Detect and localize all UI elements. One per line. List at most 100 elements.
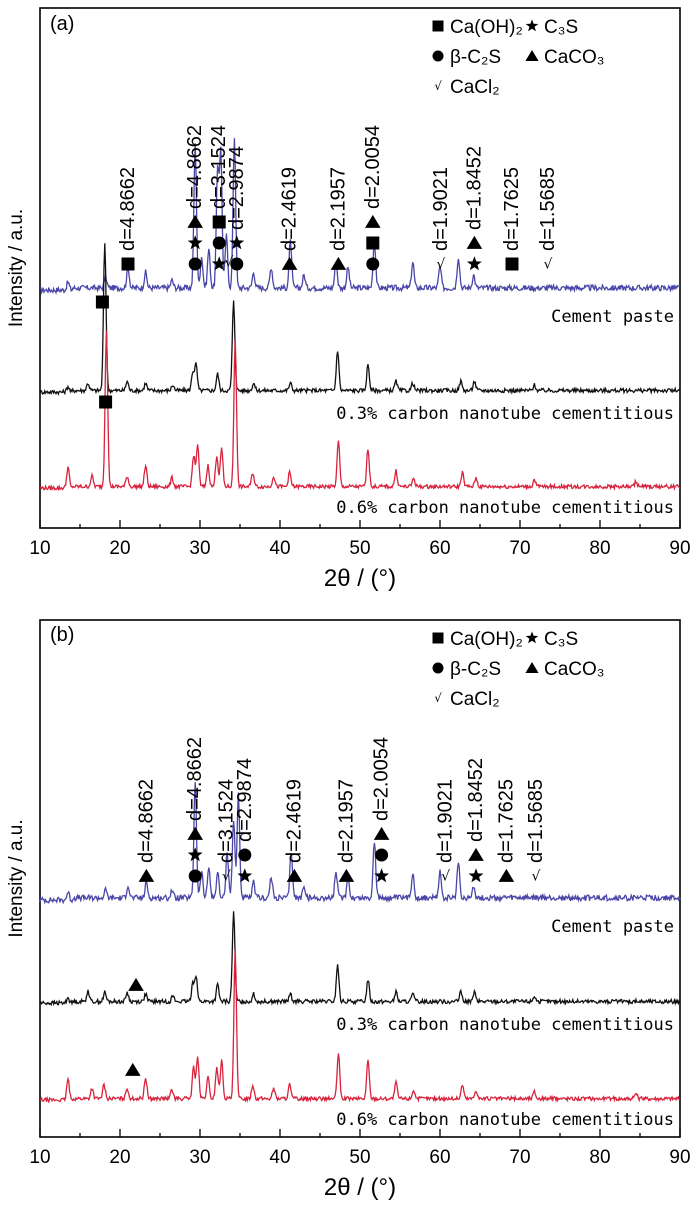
star-marker xyxy=(187,847,203,862)
triangle-marker xyxy=(468,847,484,861)
d-spacing-label: d=1.8452 xyxy=(463,146,485,230)
plot-frame xyxy=(39,619,681,1138)
d-spacing-label: d=4.8662 xyxy=(135,779,157,863)
triangle-marker xyxy=(286,868,303,882)
x-tick-label: 90 xyxy=(669,538,690,559)
x-tick-label: 40 xyxy=(269,538,290,559)
x-tick-label: 10 xyxy=(29,1147,50,1168)
circle-legend-icon xyxy=(432,662,444,674)
series-line xyxy=(39,911,681,1007)
triangle-marker xyxy=(330,256,347,270)
square-marker xyxy=(121,257,135,271)
square-marker xyxy=(95,295,109,309)
x-tick-label: 50 xyxy=(349,1147,370,1168)
square-legend-icon xyxy=(432,20,444,32)
x-tick-label: 20 xyxy=(109,538,130,559)
check-marker: √ xyxy=(441,869,450,885)
x-tick-label: 10 xyxy=(29,538,50,559)
triangle-marker xyxy=(281,256,298,270)
series-line xyxy=(39,330,681,492)
d-spacing-label: d=1.7625 xyxy=(495,779,517,863)
check-legend-icon: √ xyxy=(434,79,442,93)
plot-frame xyxy=(39,7,681,529)
x-tick-label: 60 xyxy=(429,1147,450,1168)
x-tick-label: 60 xyxy=(429,538,450,559)
legend: Ca(OH)₂ C₃S β-C₂S CaCO₃ √ CaCl₂ xyxy=(432,629,605,710)
triangle-marker xyxy=(466,235,483,249)
triangle-legend-icon xyxy=(525,49,539,61)
d-spacing-label: d=1.9021 xyxy=(430,167,452,251)
d-spacing-label: d=4.8662 xyxy=(184,737,206,821)
y-axis-title: Intensity / a.u. xyxy=(6,819,27,937)
circle-marker xyxy=(188,257,202,271)
star-legend-icon xyxy=(525,631,539,644)
y-axis-title: Intensity / a.u. xyxy=(6,209,27,327)
check-legend-icon: √ xyxy=(434,691,442,705)
d-spacing-label: d=1.5685 xyxy=(525,779,547,863)
triangle-marker xyxy=(498,868,515,882)
triangle-marker xyxy=(373,826,390,840)
d-spacing-label: d=1.5685 xyxy=(537,167,559,251)
circle-marker xyxy=(238,848,252,862)
x-tick-label: 90 xyxy=(669,1147,690,1168)
legend-label: CaCl₂ xyxy=(450,689,500,710)
d-spacing-label: d=2.4619 xyxy=(279,167,301,251)
circle-marker xyxy=(375,848,389,862)
series-label: 0.3% carbon nanotube cementitious xyxy=(336,1015,674,1035)
circle-marker xyxy=(188,869,202,883)
d-spacing-label: d=2.1957 xyxy=(335,779,357,863)
d-spacing-label: d=2.4619 xyxy=(283,779,305,863)
square-marker xyxy=(212,215,226,229)
d-spacing-label: d=2.0054 xyxy=(362,125,384,209)
circle-legend-icon xyxy=(432,50,444,62)
x-tick-label: 30 xyxy=(189,538,210,559)
x-tick-label: 30 xyxy=(189,1147,210,1168)
legend-label: Ca(OH)₂ xyxy=(450,629,523,650)
triangle-marker xyxy=(187,826,203,840)
star-marker xyxy=(229,235,245,250)
star-marker xyxy=(468,868,484,883)
triangle-marker xyxy=(365,214,381,228)
legend: Ca(OH)₂ C₃S β-C₂S CaCO₃ √ CaCl₂ xyxy=(432,17,605,98)
x-axis-title: 2θ / (°) xyxy=(324,565,396,592)
legend-label: Ca(OH)₂ xyxy=(450,17,523,38)
triangle-marker xyxy=(128,977,144,991)
circle-marker xyxy=(366,257,380,271)
x-tick-label: 40 xyxy=(269,1147,290,1168)
series-line xyxy=(39,138,681,295)
x-tick-label: 70 xyxy=(509,538,530,559)
check-marker: √ xyxy=(532,869,541,885)
triangle-legend-icon xyxy=(525,661,539,673)
legend-label: β-C₂S xyxy=(450,659,501,680)
panel-label: (b) xyxy=(50,624,74,646)
triangle-marker xyxy=(187,214,203,228)
triangle-marker xyxy=(125,1062,141,1076)
legend-label: CaCl₂ xyxy=(450,77,500,98)
star-marker xyxy=(374,868,389,883)
x-tick-label: 80 xyxy=(589,538,610,559)
d-spacing-label: d=1.8452 xyxy=(465,758,487,842)
series-label: Cement paste xyxy=(551,307,674,327)
legend-label: C₃S xyxy=(544,17,578,38)
d-spacing-label: d=2.0054 xyxy=(371,737,393,821)
star-marker xyxy=(211,256,227,271)
triangle-marker xyxy=(338,868,355,882)
square-marker xyxy=(99,395,113,409)
d-spacing-label: d=2.1957 xyxy=(327,167,349,251)
series-line xyxy=(39,243,681,396)
legend-label: CaCO₃ xyxy=(544,659,605,680)
square-marker xyxy=(505,257,519,271)
d-spacing-label: d=1.7625 xyxy=(501,167,523,251)
legend-label: C₃S xyxy=(544,629,578,650)
series-label: Cement paste xyxy=(551,917,674,937)
check-marker: √ xyxy=(224,255,233,271)
d-spacing-label: d=4.8662 xyxy=(184,125,206,209)
panel-label: (a) xyxy=(50,13,74,35)
panel-b: 10 20 30 40 50 60 70 80 90 2θ / (°) Intensity / a.… xyxy=(6,619,691,1201)
x-tick-label: 70 xyxy=(509,1147,530,1168)
series-line xyxy=(39,782,681,905)
triangle-marker xyxy=(138,868,155,882)
check-marker: √ xyxy=(436,257,445,273)
series-label: 0.6% carbon nanotube cementitious xyxy=(336,1110,674,1130)
